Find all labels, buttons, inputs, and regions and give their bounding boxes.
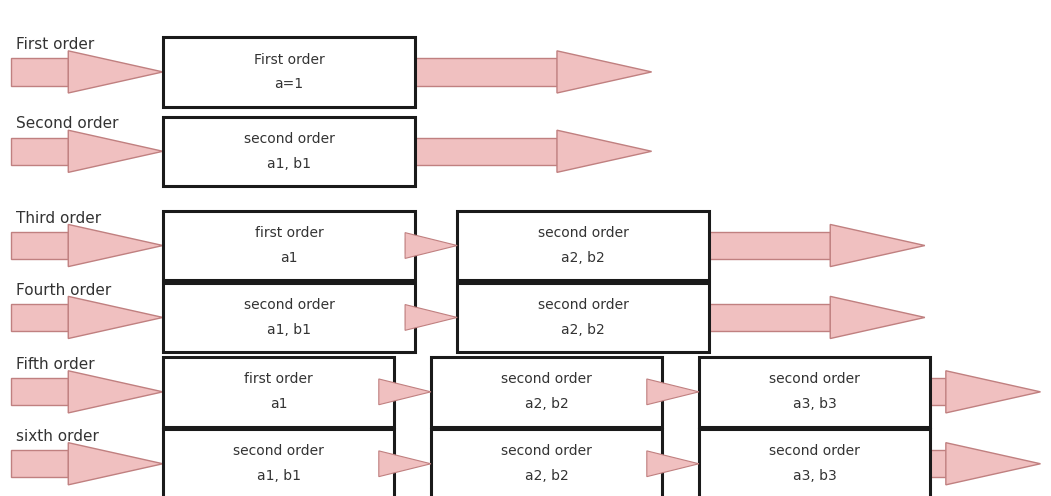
Text: second order: second order (233, 444, 324, 458)
Text: Fourth order: Fourth order (16, 283, 111, 298)
Text: Fifth order: Fifth order (16, 357, 95, 372)
Polygon shape (68, 130, 163, 173)
Text: second order: second order (501, 372, 592, 386)
Text: a2, b2: a2, b2 (561, 323, 605, 337)
Text: second order: second order (769, 444, 860, 458)
Text: a2, b2: a2, b2 (524, 469, 569, 483)
Text: second order: second order (538, 298, 628, 312)
Text: a3, b3: a3, b3 (792, 469, 837, 483)
Polygon shape (68, 224, 163, 267)
Polygon shape (11, 304, 68, 331)
Text: a=1: a=1 (274, 77, 304, 91)
Polygon shape (557, 51, 652, 93)
FancyBboxPatch shape (431, 357, 662, 427)
FancyBboxPatch shape (699, 357, 930, 427)
Text: first order: first order (244, 372, 313, 386)
Polygon shape (646, 379, 699, 405)
FancyBboxPatch shape (163, 357, 394, 427)
Polygon shape (68, 51, 163, 93)
Polygon shape (378, 451, 431, 477)
Text: a1, b1: a1, b1 (267, 157, 311, 171)
FancyBboxPatch shape (163, 283, 415, 352)
Polygon shape (11, 138, 68, 165)
Polygon shape (378, 456, 394, 471)
Polygon shape (557, 130, 652, 173)
Text: second order: second order (769, 372, 860, 386)
Text: second order: second order (501, 444, 592, 458)
Polygon shape (946, 371, 1040, 413)
Text: a1, b1: a1, b1 (267, 323, 311, 337)
Polygon shape (11, 232, 68, 259)
Polygon shape (830, 297, 925, 339)
Polygon shape (646, 456, 662, 471)
Polygon shape (646, 451, 699, 477)
Polygon shape (68, 442, 163, 485)
Polygon shape (378, 384, 394, 399)
Polygon shape (11, 450, 68, 477)
Polygon shape (405, 310, 415, 325)
Text: Third order: Third order (16, 211, 101, 226)
FancyBboxPatch shape (163, 211, 415, 280)
FancyBboxPatch shape (699, 429, 930, 496)
Text: Second order: Second order (16, 117, 119, 131)
Polygon shape (11, 59, 68, 85)
Polygon shape (415, 59, 557, 85)
FancyBboxPatch shape (457, 283, 709, 352)
FancyBboxPatch shape (163, 117, 415, 186)
Text: a1, b1: a1, b1 (256, 469, 301, 483)
Text: a2, b2: a2, b2 (524, 397, 569, 411)
Text: a3, b3: a3, b3 (792, 397, 837, 411)
Polygon shape (11, 378, 68, 406)
Text: first order: first order (254, 226, 324, 240)
Polygon shape (946, 442, 1040, 485)
Polygon shape (405, 238, 415, 253)
Polygon shape (709, 232, 830, 259)
Text: sixth order: sixth order (16, 429, 99, 444)
Text: second order: second order (244, 132, 334, 146)
FancyBboxPatch shape (163, 429, 394, 496)
Text: a1: a1 (281, 251, 297, 265)
Polygon shape (709, 304, 830, 331)
Polygon shape (405, 233, 457, 258)
Polygon shape (830, 224, 925, 267)
Text: First order: First order (253, 53, 325, 66)
Polygon shape (415, 138, 557, 165)
Polygon shape (405, 305, 457, 330)
Text: First order: First order (16, 37, 94, 52)
Polygon shape (930, 378, 946, 406)
FancyBboxPatch shape (431, 429, 662, 496)
Text: a2, b2: a2, b2 (561, 251, 605, 265)
Text: second order: second order (538, 226, 628, 240)
Polygon shape (68, 297, 163, 339)
Polygon shape (68, 371, 163, 413)
Text: second order: second order (244, 298, 334, 312)
FancyBboxPatch shape (457, 211, 709, 280)
Text: a1: a1 (270, 397, 287, 411)
Polygon shape (378, 379, 431, 405)
FancyBboxPatch shape (163, 37, 415, 107)
Polygon shape (646, 384, 662, 399)
Polygon shape (930, 450, 946, 477)
